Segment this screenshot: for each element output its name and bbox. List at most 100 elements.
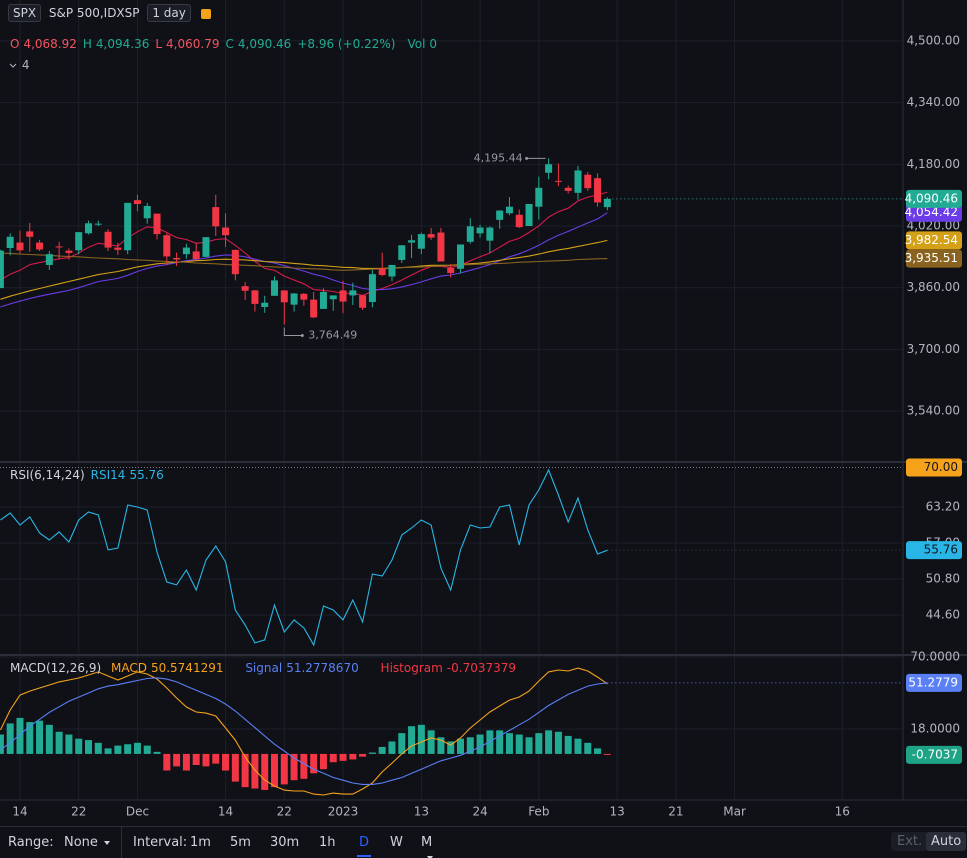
macd-title: MACD(12,26,9) (10, 661, 102, 675)
y-tick-label: 3,540.00 (907, 404, 960, 418)
interval-button[interactable]: D (357, 835, 372, 857)
candle-body (368, 274, 376, 302)
histogram-bar (0, 734, 4, 754)
indicator-count: 4 (21, 58, 30, 72)
histogram-bar (339, 753, 347, 761)
y-tick-label: 44.60 (926, 607, 960, 621)
badge-label: 4,054.42 (905, 205, 958, 219)
rsi-series-name: RSI14 (90, 468, 126, 482)
candle-body (202, 237, 210, 257)
candle-body (251, 290, 259, 304)
interval-button[interactable]: 1m (190, 835, 211, 850)
histogram-bar (36, 720, 44, 754)
candle-body (65, 250, 73, 253)
range-select[interactable]: None (64, 835, 110, 850)
moving-average (0, 239, 608, 300)
signal-legend-item: Signal 51.2778670 (245, 661, 370, 675)
candle-body (329, 295, 337, 300)
histogram-bar (466, 737, 474, 754)
histogram-bar (319, 753, 327, 770)
candle-body (457, 244, 465, 269)
x-tick-label: 22 (71, 805, 86, 819)
interval-button[interactable]: 1h (319, 835, 336, 850)
badge-label: -0.7037 (912, 747, 958, 761)
range-label: Range: (8, 835, 54, 850)
histogram-bar (55, 731, 63, 754)
histogram-bar (398, 733, 406, 754)
symbol-icon[interactable] (200, 8, 211, 19)
histogram-bar (94, 742, 102, 754)
high-dot (525, 156, 529, 160)
indicator-line (0, 667, 608, 796)
histogram-bar (447, 741, 455, 754)
histogram-bar (525, 737, 533, 754)
legend-item: C 4,090.46 (225, 37, 291, 51)
histogram-bar (124, 744, 132, 754)
candle-body (584, 174, 592, 189)
interval-button[interactable]: M (421, 835, 433, 858)
candle-body (104, 231, 112, 248)
signal-name: Signal (245, 661, 283, 675)
badge-label: 4,090.46 (905, 191, 958, 205)
interval[interactable]: 1 day (147, 4, 191, 22)
candle-body (574, 170, 582, 193)
interval-label: D (359, 835, 370, 850)
candle-body (359, 295, 367, 308)
bottom-toolbar: Range: None Interval: 1m 5m 30m 1h D W M Ext. … (0, 826, 967, 858)
histogram-name: Histogram (380, 661, 443, 675)
legend-key: H (82, 37, 92, 51)
auto-button[interactable]: Auto (926, 832, 967, 851)
candle-body (535, 187, 543, 207)
rsi-value: 55.76 (129, 468, 164, 482)
high-label: 4,195.44 (474, 151, 523, 164)
interval-button[interactable]: W (390, 835, 403, 850)
low-label: 3,764.49 (308, 329, 357, 342)
histogram-bar (457, 738, 465, 754)
histogram-bar (153, 751, 161, 754)
candle-body (476, 227, 484, 234)
histogram-bar (241, 753, 249, 788)
badge-label: 3,935.51 (905, 251, 958, 265)
candle-body (290, 293, 298, 305)
histogram-bar (417, 724, 425, 754)
histogram-bar (300, 753, 308, 779)
price-badge (906, 673, 962, 692)
change: +8.96 (+0.22%) (297, 37, 396, 51)
symbol-header: SPX S&P 500,IDXSP 1 day (8, 4, 211, 22)
x-tick-label: Feb (528, 805, 549, 819)
volume-key: Vol (407, 37, 426, 51)
x-tick-label: 13 (610, 805, 625, 819)
interval-label: 30m (270, 835, 300, 850)
macd-legend-item: MACD 50.5741291 (111, 661, 236, 675)
interval-label: 1h (319, 835, 336, 850)
candle-body (427, 234, 435, 238)
candle-body (45, 254, 53, 265)
histogram-bar (16, 717, 24, 754)
moving-average (0, 191, 608, 296)
low-dot (300, 334, 304, 338)
volume-value: 0 (429, 37, 438, 51)
interval-button[interactable]: 30m (270, 835, 299, 850)
histogram-bar (486, 730, 494, 754)
candle-body (94, 223, 102, 225)
chevron (9, 63, 17, 68)
badge-label: 55.76 (924, 543, 958, 557)
candle-body (349, 290, 357, 296)
grid (0, 0, 903, 800)
histogram-bar (329, 753, 337, 763)
interval-button[interactable]: 5m (230, 835, 251, 850)
histogram-bar (574, 738, 582, 754)
x-tick-label: 22 (277, 805, 292, 819)
badge-label: 70.00 (924, 460, 958, 474)
indicator-toggle[interactable]: 4 (8, 58, 29, 72)
histogram-bar (476, 734, 484, 754)
x-tick-label: 21 (668, 805, 683, 819)
ext-button[interactable]: Ext. (891, 832, 929, 851)
x-tick-label: Mar (723, 805, 746, 819)
histogram-bar (349, 753, 357, 760)
y-tick-label: 4,020.00 (907, 218, 960, 232)
candle-body (0, 250, 4, 289)
chart-canvas: 4,195.44 3,764.49 14 22 Dec 14 22 2023 13 24 Feb 13… (0, 0, 967, 819)
symbol[interactable]: SPX (8, 4, 42, 22)
